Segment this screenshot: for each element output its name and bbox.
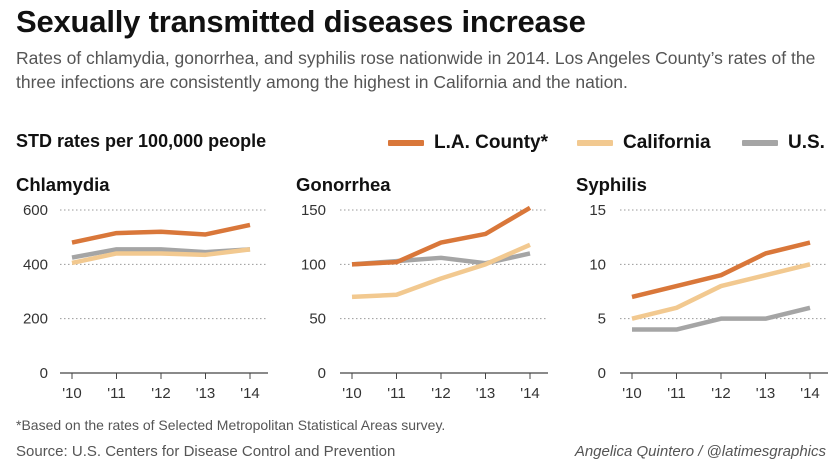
y-tick-label-gonorrhea: 50: [309, 311, 326, 328]
y-tick-label-gonorrhea: 150: [301, 202, 326, 219]
legend-item-california: California: [577, 131, 711, 155]
x-tick-label-syphilis: '13: [756, 385, 776, 402]
x-tick-label-chlamydia: '10: [62, 385, 82, 402]
legend-label-california: California: [623, 132, 711, 153]
unit-label: STD rates per 100,000 people: [16, 131, 267, 151]
x-tick-label-gonorrhea: '11: [387, 385, 405, 402]
series-line-syphilis-l-a-county: [631, 240, 811, 300]
y-tick-label-syphilis: 15: [589, 202, 606, 219]
series-line-syphilis-u-s: [632, 305, 811, 332]
x-tick-label-syphilis: '12: [711, 385, 731, 402]
y-tick-label-gonorrhea: 0: [318, 365, 326, 382]
series-line-syphilis-california: [631, 262, 811, 321]
chart-title-syphilis: Syphilis: [576, 174, 647, 195]
legend-item-us: U.S.: [742, 131, 825, 155]
legend-label-la-county: L.A. County*: [434, 132, 548, 153]
x-tick-label-chlamydia: '11: [107, 385, 125, 402]
series-line-chlamydia-l-a-county: [71, 222, 251, 245]
credit-line: Angelica Quintero / @latimesgraphics: [574, 443, 826, 460]
series-line-gonorrhea-california: [351, 242, 531, 300]
y-tick-label-chlamydia: 0: [40, 365, 48, 382]
x-tick-label-chlamydia: '13: [196, 385, 216, 402]
x-tick-label-chlamydia: '14: [240, 385, 260, 402]
legend-swatch-la-county: [388, 140, 424, 146]
series-line-gonorrhea-l-a-county: [351, 205, 532, 267]
x-tick-label-gonorrhea: '14: [520, 385, 540, 402]
legend-item-la-county: L.A. County*: [388, 131, 548, 155]
page-title: Sexually transmitted diseases increase: [16, 4, 586, 39]
x-tick-label-gonorrhea: '12: [431, 385, 451, 402]
x-tick-label-syphilis: '14: [800, 385, 820, 402]
y-tick-label-syphilis: 10: [589, 256, 606, 273]
x-tick-label-gonorrhea: '10: [342, 385, 362, 402]
legend-swatch-us: [742, 140, 778, 146]
x-tick-label-syphilis: '11: [667, 385, 685, 402]
chart-title-gonorrhea: Gonorrhea: [296, 174, 391, 195]
x-tick-label-gonorrhea: '13: [476, 385, 496, 402]
y-tick-label-chlamydia: 200: [23, 311, 48, 328]
y-tick-label-chlamydia: 400: [23, 256, 48, 273]
legend-label-us: U.S.: [788, 132, 825, 153]
y-tick-label-gonorrhea: 100: [301, 256, 326, 273]
source-note: Source: U.S. Centers for Disease Control…: [16, 443, 396, 460]
series-line-chlamydia-california: [71, 247, 251, 266]
y-tick-label-chlamydia: 600: [23, 202, 48, 219]
chart-title-chlamydia: Chlamydia: [16, 174, 110, 195]
legend-swatch-california: [577, 140, 613, 146]
page-subtitle: Rates of chlamydia, gonorrhea, and syphi…: [16, 48, 816, 92]
x-tick-label-chlamydia: '12: [151, 385, 171, 402]
y-tick-label-syphilis: 5: [598, 311, 606, 328]
x-tick-label-syphilis: '10: [622, 385, 642, 402]
footnote: *Based on the rates of Selected Metropol…: [16, 417, 446, 433]
y-tick-label-syphilis: 0: [598, 365, 606, 382]
